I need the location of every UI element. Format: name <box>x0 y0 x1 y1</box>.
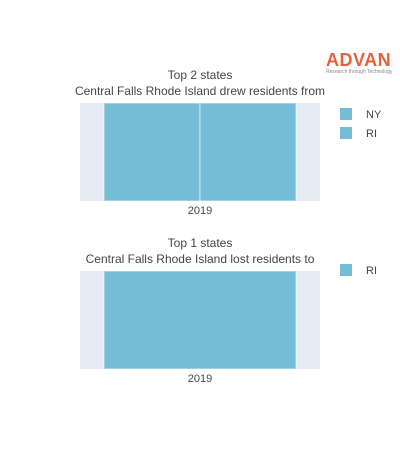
chart-1-bar-ny <box>103 102 201 202</box>
logo-wordmark: ADVAN <box>326 50 392 70</box>
chart-1-subtitle: Central Falls Rhode Island drew resident… <box>75 84 325 98</box>
chart-2-title: Top 1 states <box>168 236 233 250</box>
chart-2-subtitle: Central Falls Rhode Island lost resident… <box>86 252 315 266</box>
chart-1-legend: NY RI <box>340 108 382 140</box>
chart-2-bar-ri <box>103 270 297 370</box>
chart-2-legend-swatch-ri[interactable] <box>340 264 352 276</box>
chart-2: Top 1 states Central Falls Rhode Island … <box>80 236 377 385</box>
chart-1-legend-swatch-ny[interactable] <box>340 108 352 120</box>
chart-1-legend-label-ri[interactable]: RI <box>366 128 377 140</box>
chart-1-bars <box>103 102 297 202</box>
chart-1-legend-label-ny[interactable]: NY <box>366 109 382 121</box>
logo-tagline: Research through Technology <box>326 69 393 75</box>
chart-2-legend: RI <box>340 264 377 277</box>
chart-2-legend-label-ri[interactable]: RI <box>366 265 377 277</box>
chart-2-x-tick: 2019 <box>188 373 212 385</box>
chart-1-legend-swatch-ri[interactable] <box>340 127 352 139</box>
chart-2-bars <box>103 270 297 370</box>
chart-1: Top 2 states Central Falls Rhode Island … <box>75 68 382 217</box>
chart-1-x-tick: 2019 <box>188 205 212 217</box>
chart-1-title: Top 2 states <box>168 68 233 82</box>
chart-1-bar-ri <box>199 102 297 202</box>
advan-logo: ADVAN Research through Technology <box>326 51 396 77</box>
